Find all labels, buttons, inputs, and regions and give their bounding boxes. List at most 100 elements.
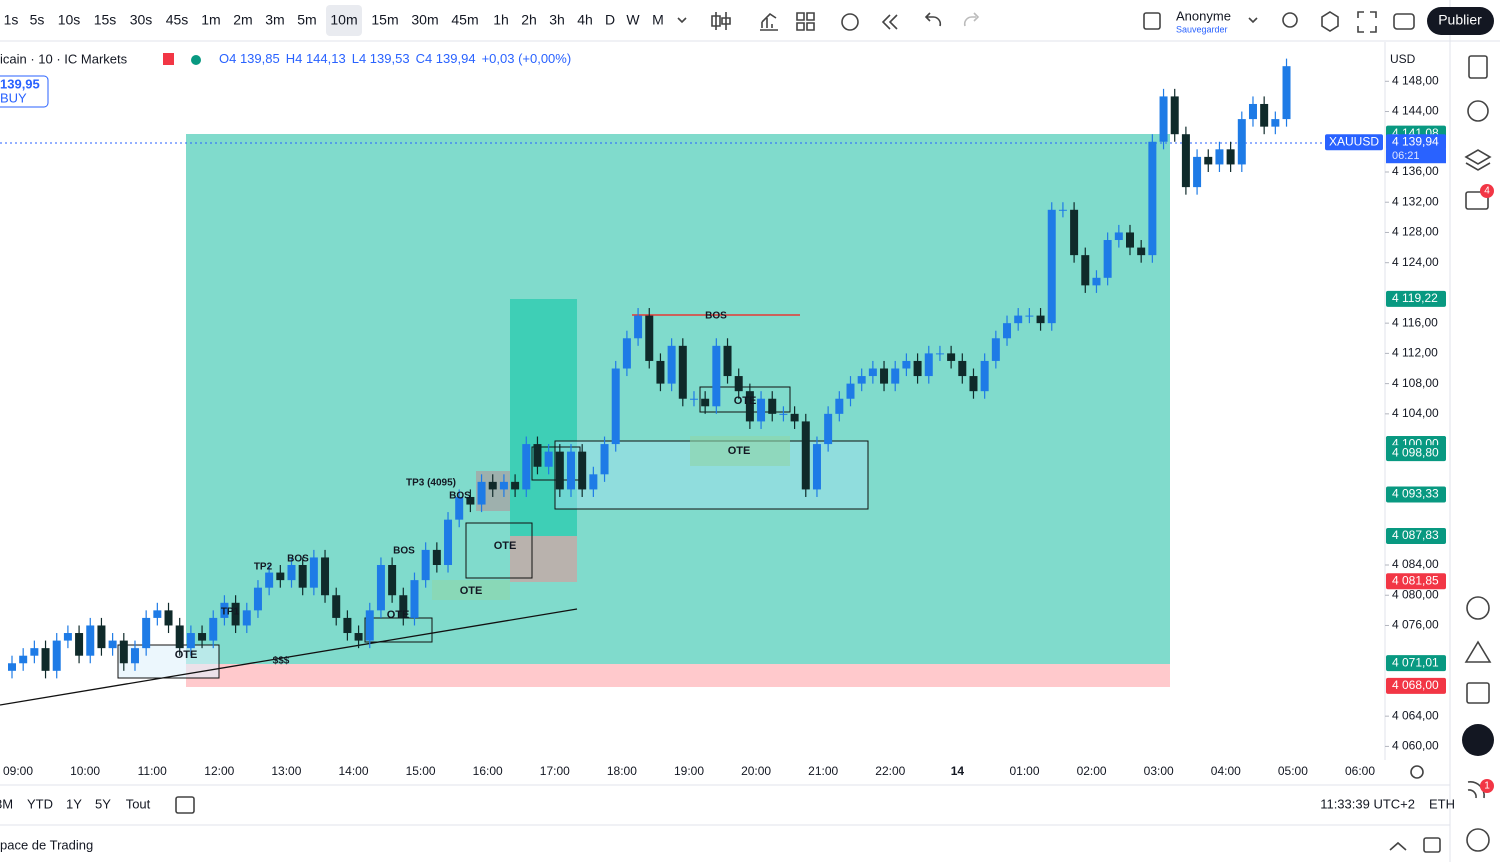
search[interactable] [1282, 12, 1298, 28]
chat-badge-count: 4 [1484, 186, 1490, 197]
candle-body [410, 580, 419, 618]
interval[interactable]: 1s [4, 12, 19, 28]
save-label[interactable]: Sauvegarder [1176, 24, 1228, 34]
panel-title[interactable]: pace de Trading [0, 837, 93, 852]
interval[interactable]: 45s [166, 12, 189, 28]
candle-body [980, 360, 989, 392]
interval[interactable]: 10s [58, 12, 81, 28]
interval[interactable]: 1m [201, 12, 220, 28]
interval[interactable]: 10m [330, 12, 357, 28]
interval[interactable]: 30m [411, 12, 438, 28]
candle-body [75, 633, 84, 656]
interval[interactable]: 15m [371, 12, 398, 28]
interval[interactable]: 5s [30, 12, 45, 28]
candle-type[interactable] [711, 12, 731, 30]
candle-body [432, 549, 441, 566]
layouts[interactable] [796, 12, 815, 31]
range-button[interactable]: YTD [27, 796, 53, 811]
buy-price[interactable]: 139,95 [0, 76, 40, 91]
apps-button[interactable] [1462, 724, 1494, 756]
x-tick-label: 18:00 [607, 764, 637, 778]
range-button[interactable]: Tout [126, 796, 151, 811]
layout-icon[interactable] [1143, 12, 1161, 30]
replay[interactable] [881, 14, 898, 30]
buy-button[interactable] [0, 75, 49, 108]
interval[interactable]: 4h [577, 12, 593, 28]
range-button[interactable]: 3M [0, 796, 13, 811]
candle-body [376, 565, 385, 611]
range-button[interactable]: 5Y [95, 796, 111, 811]
candle-body [634, 315, 643, 339]
maximize[interactable] [1423, 837, 1441, 853]
layers[interactable] [1464, 149, 1492, 171]
x-tick-label: 19:00 [674, 764, 704, 778]
interval[interactable]: 45m [451, 12, 478, 28]
price-tag-label: 4 071,01 [1392, 655, 1439, 669]
clock: 11:33:39 UTC+2 [1320, 796, 1415, 811]
alerts[interactable] [1467, 100, 1489, 122]
range-button[interactable]: 1Y [66, 796, 82, 811]
candle-body [488, 481, 497, 490]
x-tick-label: 05:00 [1278, 764, 1308, 778]
candle-body [153, 610, 162, 618]
symbol: icain · 10 · IC Markets [0, 51, 128, 66]
y-tick-label: 4 104,00 [1392, 406, 1439, 420]
axis-settings[interactable] [1410, 765, 1424, 779]
screenshot[interactable] [1393, 13, 1415, 30]
x-tick-label: 09:00 [3, 764, 33, 778]
interval[interactable]: 30s [130, 12, 153, 28]
interval[interactable]: 1h [493, 12, 509, 28]
candle-body [421, 549, 430, 581]
candle-body [1025, 315, 1034, 317]
price-tag-label: 4 098,80 [1392, 445, 1439, 459]
redo [963, 12, 980, 27]
candle-body [533, 444, 542, 467]
candle-body [656, 360, 665, 384]
calendar[interactable] [1466, 682, 1490, 704]
account-menu[interactable] [1248, 17, 1258, 24]
target-zone [186, 134, 1170, 664]
account-name[interactable]: Anonyme [1176, 8, 1231, 23]
candle-body [231, 602, 240, 626]
publish-button[interactable] [1427, 7, 1494, 35]
interval[interactable]: M [652, 12, 664, 28]
watchlist[interactable] [1468, 55, 1488, 79]
y-tick-label: 4 136,00 [1392, 164, 1439, 178]
candle-body [209, 617, 218, 641]
publish-label[interactable]: Publier [1438, 12, 1482, 28]
interval[interactable]: 3h [549, 12, 565, 28]
annotation: BOS [449, 491, 471, 502]
fullscreen[interactable] [1357, 11, 1377, 33]
interval[interactable]: 15s [94, 12, 117, 28]
alert[interactable] [841, 13, 859, 31]
buy-label[interactable]: BUY [0, 90, 27, 105]
more-intervals[interactable] [677, 17, 687, 24]
interval[interactable]: 2h [521, 12, 537, 28]
ticker-tag [1325, 134, 1383, 151]
collapse[interactable] [1389, 841, 1407, 851]
candle-body [1148, 141, 1157, 256]
session[interactable]: ETH [1429, 796, 1455, 811]
interval[interactable]: D [605, 12, 615, 28]
interval[interactable]: W [626, 12, 640, 28]
help[interactable] [1466, 828, 1490, 852]
undo[interactable] [924, 12, 942, 27]
chats[interactable] [1465, 191, 1489, 210]
candle-body [108, 640, 117, 649]
interval[interactable]: 3m [265, 12, 284, 28]
price-tag [1386, 573, 1446, 590]
candle-body [846, 383, 855, 399]
price-tag [1386, 445, 1446, 462]
x-tick-label: 01:00 [1009, 764, 1039, 778]
date-range[interactable] [175, 796, 195, 814]
settings[interactable] [1321, 11, 1339, 32]
hotlists[interactable] [1466, 596, 1490, 620]
candle-body [1260, 103, 1269, 127]
currency[interactable]: USD [1390, 52, 1416, 66]
candle-body [645, 315, 654, 361]
indicators[interactable] [760, 12, 778, 31]
candle-body [589, 474, 598, 490]
ideas[interactable] [1464, 640, 1492, 663]
interval[interactable]: 2m [233, 12, 252, 28]
interval[interactable]: 5m [297, 12, 316, 28]
